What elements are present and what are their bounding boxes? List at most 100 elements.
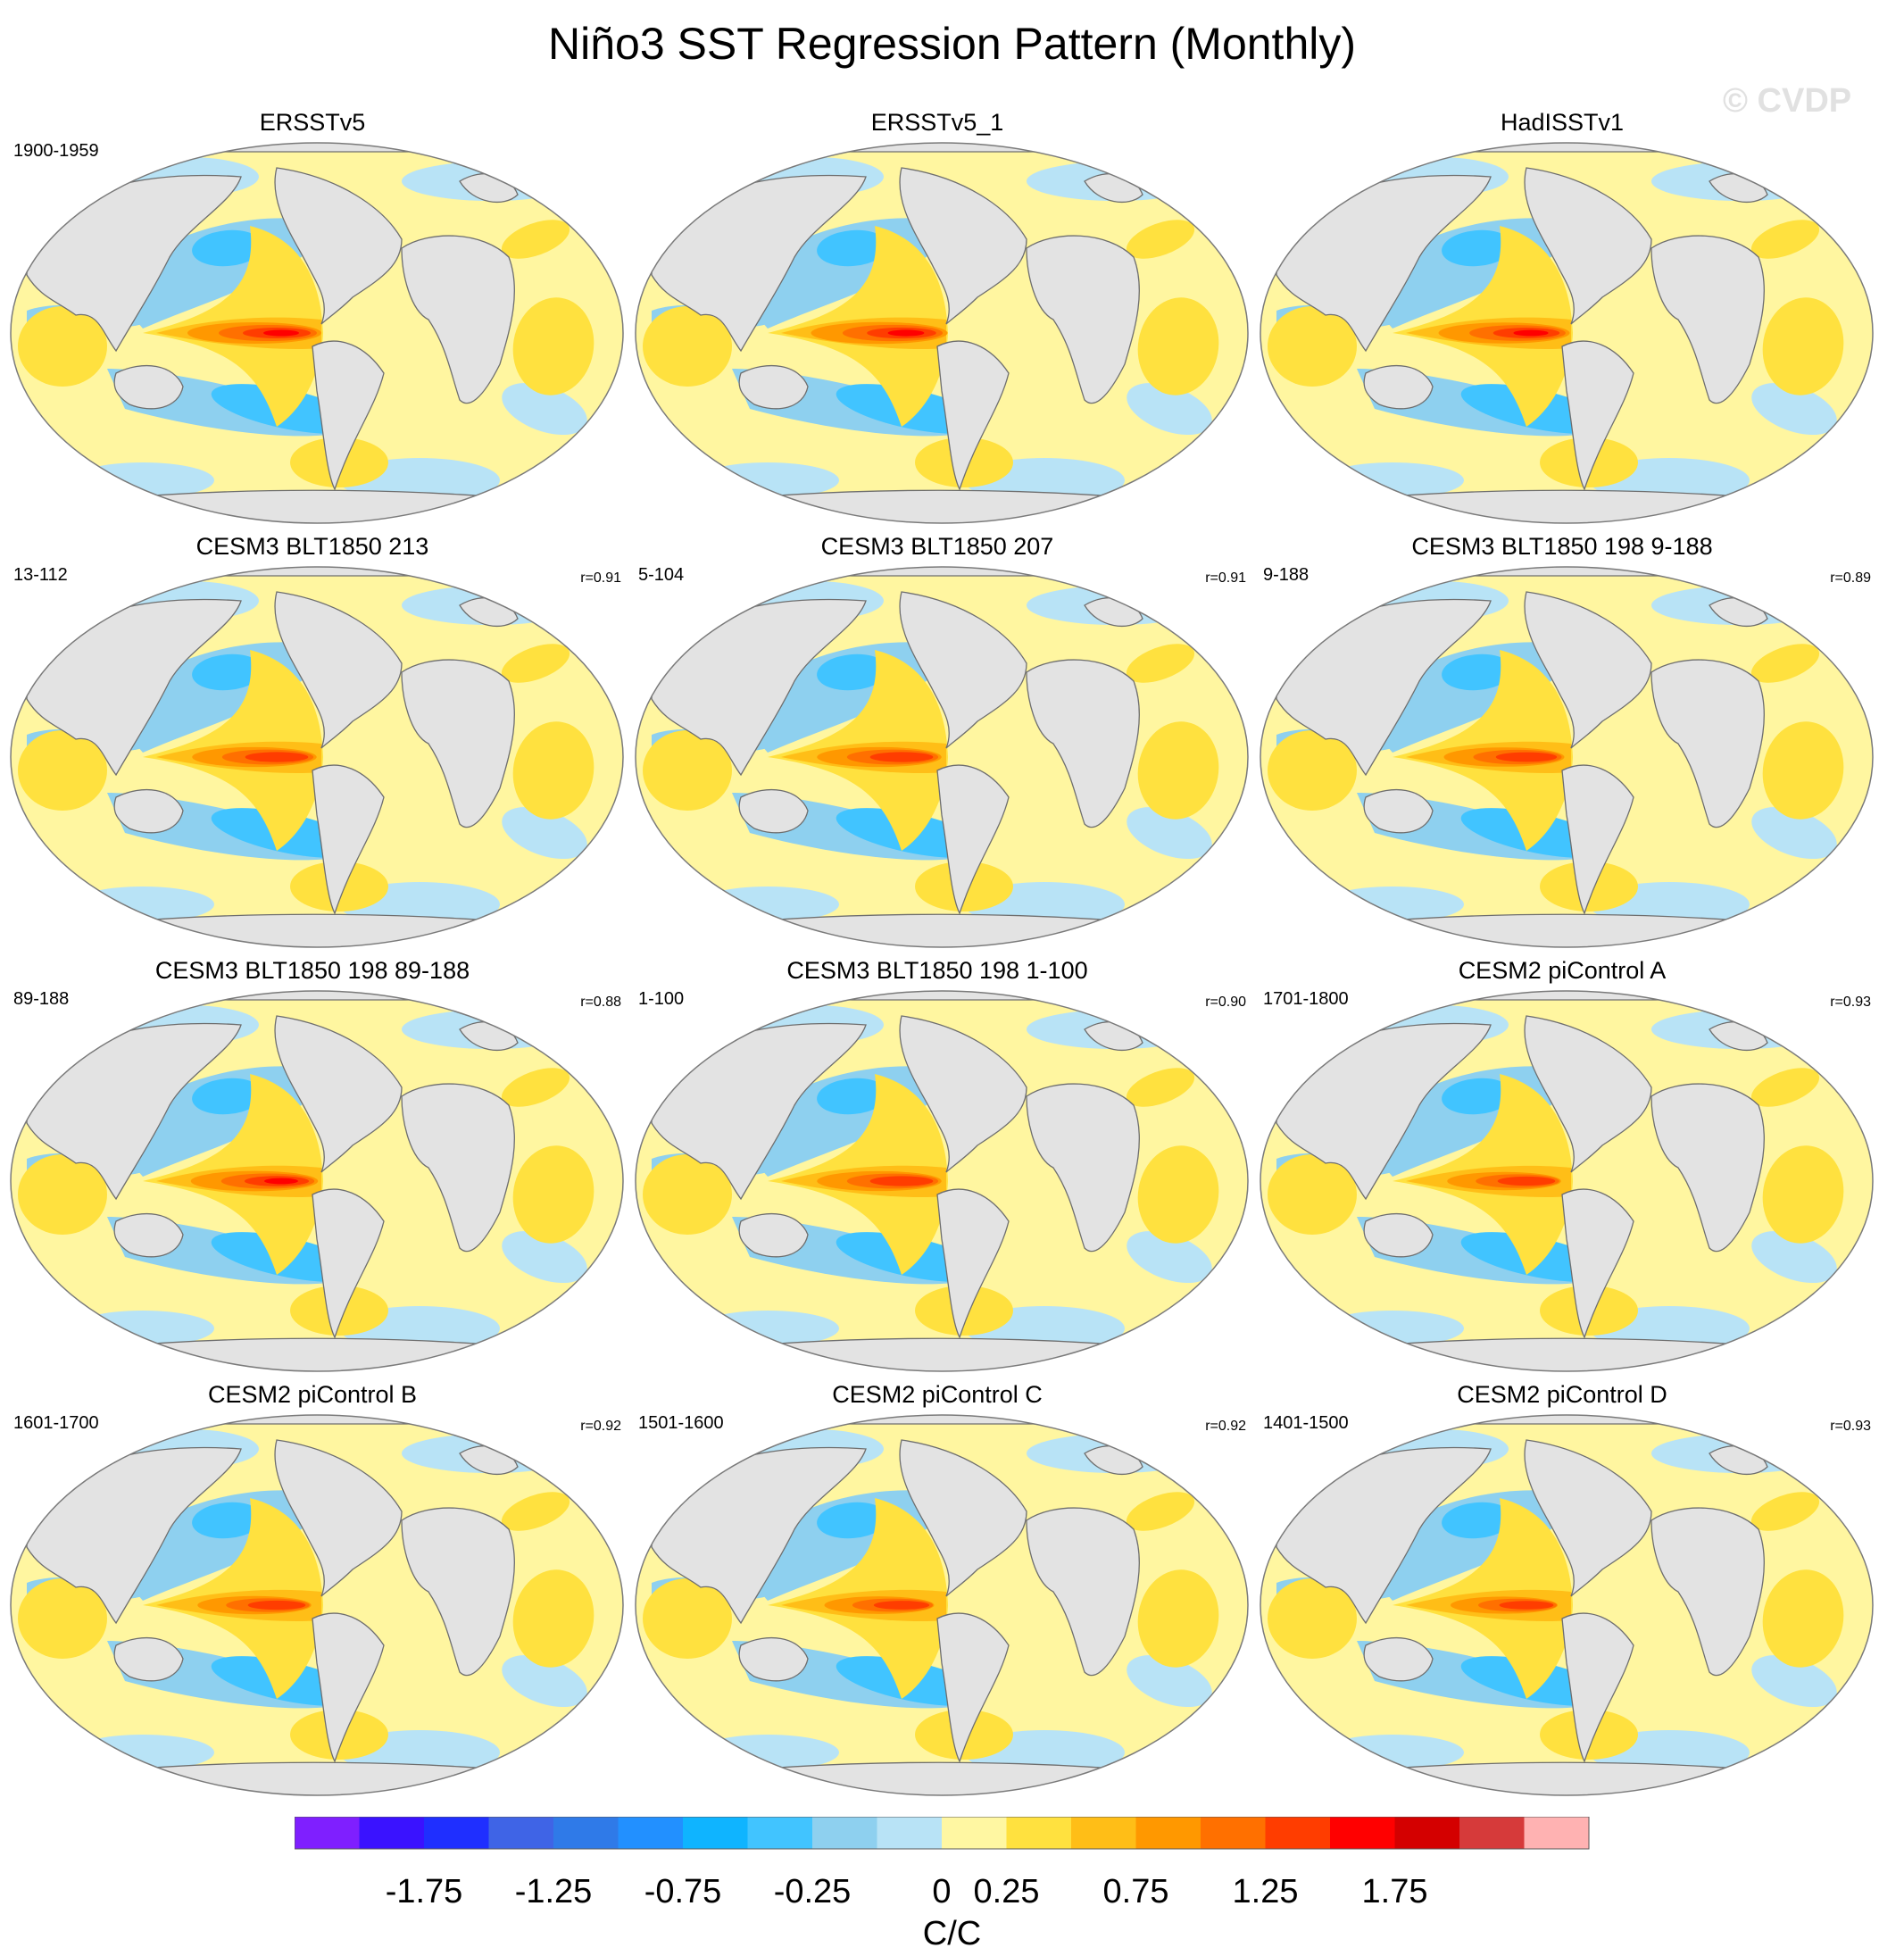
cool-core-north — [817, 1078, 888, 1115]
north-america-land — [274, 167, 403, 325]
cool-core-north — [817, 1502, 888, 1539]
panel-title: HadISSTv1 — [1500, 109, 1625, 136]
cool-core-north — [1442, 1502, 1513, 1539]
warm-indian — [643, 1578, 732, 1659]
warm-indian — [18, 1578, 107, 1659]
antarctica-land — [44, 1761, 590, 1795]
warm-tongue-peak — [869, 1176, 934, 1186]
panel-title: CESM3 BLT1850 213 — [195, 533, 429, 560]
warm-atlantic — [1137, 721, 1219, 820]
colorbar: -1.75 -1.25 -0.75 -0.25 0 0.25 0.75 1.25 1.75 — [295, 1817, 1590, 1910]
anomaly-contour — [1751, 1654, 1837, 1708]
australia-land — [1363, 1212, 1434, 1258]
warm-indian — [643, 306, 732, 387]
anomaly-contour — [1751, 1230, 1837, 1284]
watermark-text: © CVDP — [1723, 82, 1852, 120]
colorbar-swatch — [1394, 1817, 1459, 1849]
antarctica-land — [669, 489, 1215, 523]
panel-title: CESM3 BLT1850 198 89-188 — [154, 957, 470, 984]
colorbar-tick-label: 0.25 — [974, 1873, 1040, 1910]
north-america-land — [899, 1015, 1027, 1173]
panel-correlation: r=0.89 — [1830, 570, 1871, 586]
anomaly-contour — [1126, 644, 1195, 683]
regression-map — [1260, 142, 1874, 524]
cool-core-north — [192, 1502, 263, 1539]
panel-correlation: r=0.93 — [1830, 995, 1871, 1010]
panel-years: 1701-1800 — [1263, 989, 1349, 1009]
map-panel: CESM2 piControl D 1401-1500 r=0.93 — [1250, 1378, 1875, 1797]
north-america-land — [1524, 591, 1652, 749]
colorbar-swatch — [683, 1817, 748, 1849]
warm-atlantic — [1762, 1145, 1844, 1244]
map-outline — [1260, 566, 1874, 948]
anomaly-contour — [1751, 382, 1837, 436]
panel-title: CESM2 piControl A — [1458, 957, 1667, 984]
south-america-land — [312, 1612, 385, 1763]
anomaly-contour — [1750, 220, 1820, 259]
colorbar-tick-label: -0.25 — [774, 1873, 852, 1910]
colorbar-swatch — [877, 1817, 942, 1849]
africa-land — [1026, 235, 1140, 404]
anomaly-contour — [1750, 1492, 1820, 1531]
warm-atlantic — [1137, 1569, 1219, 1668]
antarctica-land — [669, 1761, 1215, 1795]
colorbar-tick-label: 0.75 — [1103, 1873, 1169, 1910]
australia-land — [113, 1212, 184, 1258]
map-outline — [635, 1414, 1249, 1796]
south-america-land — [936, 1188, 1010, 1339]
antarctica-land — [669, 913, 1215, 947]
cool-core-north — [1442, 1078, 1513, 1115]
map-outline — [10, 1414, 624, 1796]
anomaly-contour — [1751, 806, 1837, 860]
map-outline — [1260, 142, 1874, 524]
warm-indian — [1268, 306, 1357, 387]
cool-core-north — [192, 1078, 263, 1115]
colorbar-swatch — [812, 1817, 877, 1849]
cool-core-north — [1442, 653, 1513, 691]
map-outline — [10, 566, 624, 948]
colorbar-tick-label: 1.75 — [1362, 1873, 1428, 1910]
page-title: Niño3 SST Regression Pattern (Monthly) — [547, 19, 1357, 69]
regression-map — [635, 990, 1249, 1372]
panel-correlation: r=0.88 — [580, 995, 621, 1010]
colorbar-swatch — [1459, 1817, 1525, 1849]
north-america-land — [1524, 1439, 1652, 1597]
cool-core-north — [817, 229, 888, 267]
antarctica-land — [1293, 1337, 1840, 1371]
south-america-land — [312, 764, 385, 915]
panel-years: 1900-1959 — [13, 141, 99, 161]
regression-map — [635, 142, 1249, 524]
warm-indian — [1268, 1578, 1357, 1659]
map-panel: CESM3 BLT1850 198 9-188 9-188 r=0.89 — [1250, 529, 1875, 949]
panel-title: CESM2 piControl B — [207, 1381, 418, 1408]
map-outline — [10, 990, 624, 1372]
africa-land — [1026, 659, 1140, 828]
panel-years: 1-100 — [638, 989, 685, 1009]
warm-tongue-peak — [247, 1600, 306, 1611]
map-panel: CESM3 BLT1850 213 13-112 r=0.91 — [0, 529, 625, 949]
map-panel: CESM2 piControl A 1701-1800 r=0.93 — [1250, 953, 1875, 1373]
australia-land — [738, 1636, 809, 1682]
map-outline — [635, 142, 1249, 524]
colorbar-tick-label: 0 — [932, 1873, 951, 1910]
regression-map — [1260, 990, 1874, 1372]
anomaly-contour — [1126, 1492, 1195, 1531]
panel-title: CESM2 piControl D — [1457, 1381, 1667, 1408]
warm-indian — [1268, 730, 1357, 811]
panel-correlation: r=0.91 — [580, 570, 621, 586]
warm-indian — [1268, 1154, 1357, 1235]
australia-land — [1363, 1636, 1434, 1682]
panel-title: CESM3 BLT1850 207 — [820, 533, 1054, 560]
anomaly-contour — [501, 220, 570, 259]
anomaly-contour — [501, 1492, 570, 1531]
colorbar-units: C/C — [922, 1915, 982, 1952]
warm-tongue-peak — [1495, 752, 1558, 762]
colorbar-swatch — [1201, 1817, 1266, 1849]
south-america-land — [1561, 764, 1634, 915]
map-panel: CESM3 BLT1850 207 5-104 r=0.91 — [625, 529, 1250, 949]
regression-map — [10, 990, 624, 1372]
australia-land — [113, 788, 184, 834]
cool-core-north — [192, 229, 263, 267]
anomaly-contour — [1750, 1068, 1820, 1107]
colorbar-swatch — [359, 1817, 424, 1849]
